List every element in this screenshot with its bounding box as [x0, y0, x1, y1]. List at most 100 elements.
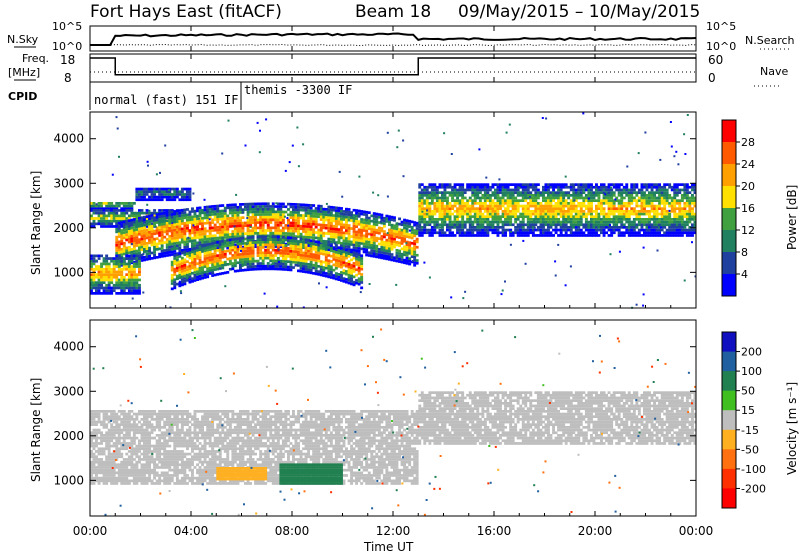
power-cell [468, 215, 472, 218]
power-cell [117, 240, 121, 244]
power-cell [251, 243, 255, 247]
power-cell [473, 191, 477, 194]
power-cell [658, 226, 662, 229]
power-cell [239, 253, 242, 256]
power-cell [138, 198, 141, 202]
power-cell [352, 246, 356, 249]
power-cell [132, 223, 136, 227]
power-cell [678, 207, 682, 210]
power-cell [125, 235, 129, 239]
power-cell [481, 215, 485, 218]
power-cell [127, 273, 131, 276]
power-cell [562, 202, 566, 205]
power-cell [228, 259, 232, 263]
power-cell [504, 220, 508, 224]
power-cell [592, 220, 596, 224]
power-cell [135, 222, 139, 226]
power-cell [400, 247, 404, 251]
power-cell [557, 202, 561, 205]
power-cell [138, 265, 141, 268]
power-cell [536, 191, 540, 194]
power-cell [314, 245, 318, 249]
power-cell [170, 198, 174, 202]
power-cell [461, 202, 465, 205]
power-cell [645, 220, 649, 224]
power-cell [307, 217, 311, 220]
power-cell [398, 228, 402, 231]
power-cell [153, 209, 157, 212]
power-cell [650, 231, 654, 235]
power-cell [317, 259, 321, 263]
power-cell [549, 210, 553, 213]
power-cell [463, 223, 467, 227]
power-cell [294, 261, 298, 264]
power-cell [385, 246, 389, 250]
power-cell [173, 195, 177, 199]
power-cell [410, 231, 414, 234]
power-cell [557, 199, 561, 202]
nsearch-label: N.Search [745, 34, 795, 47]
power-cell [307, 238, 311, 242]
power-cell [670, 185, 674, 189]
power-cell [143, 211, 146, 215]
power-cell [201, 240, 205, 244]
power-cell [529, 196, 533, 200]
power-cell [345, 248, 348, 252]
power-cell [355, 236, 359, 239]
power-cell [670, 196, 674, 200]
power-cell [175, 215, 179, 218]
power-cell [562, 196, 566, 200]
power-cell [630, 188, 634, 192]
power-cell [183, 193, 187, 196]
power-cell [577, 183, 581, 186]
power-cell [191, 210, 194, 213]
power-cell [284, 268, 288, 271]
power-cell [153, 190, 157, 194]
power-cell [620, 183, 624, 186]
power-cell [521, 204, 525, 208]
power-cell [549, 199, 553, 202]
power-cell [536, 196, 540, 200]
power-cell [292, 250, 295, 253]
power-cell [408, 249, 412, 252]
power-cell [423, 218, 427, 221]
power-cell [511, 191, 515, 194]
power-cell [160, 247, 164, 250]
power-cell [233, 256, 237, 260]
power-cell [435, 199, 439, 202]
power-cell [435, 196, 439, 200]
power-cell [425, 199, 429, 202]
power-cell [668, 228, 672, 232]
power-cell [617, 207, 621, 210]
power-cell [193, 215, 197, 218]
power-cell [294, 250, 298, 254]
power-cell [645, 210, 649, 213]
power-cell [150, 193, 154, 196]
power-cell [552, 191, 556, 194]
power-cell [504, 218, 508, 221]
power-cell [511, 194, 515, 197]
power-cell [244, 249, 247, 253]
power-cell [246, 255, 250, 258]
power-cell [670, 202, 674, 205]
power-cell [264, 231, 268, 235]
power-cell [314, 236, 318, 240]
power-cell [340, 252, 343, 256]
power-cell [463, 220, 467, 224]
power-cell [637, 234, 641, 237]
power-cell [660, 207, 664, 210]
power-cell [180, 251, 184, 255]
power-cell [461, 207, 465, 210]
power-cell [382, 230, 386, 233]
power-cell [367, 254, 371, 257]
power-cell [377, 248, 381, 251]
power-cell [564, 210, 568, 213]
power-cell [274, 223, 278, 227]
power-cell [625, 202, 629, 205]
power-cell [307, 268, 311, 271]
power-cell [678, 223, 682, 227]
power-cell [140, 229, 144, 233]
power-cell [600, 218, 603, 221]
power-cell [592, 196, 596, 200]
power-cell [350, 253, 354, 256]
